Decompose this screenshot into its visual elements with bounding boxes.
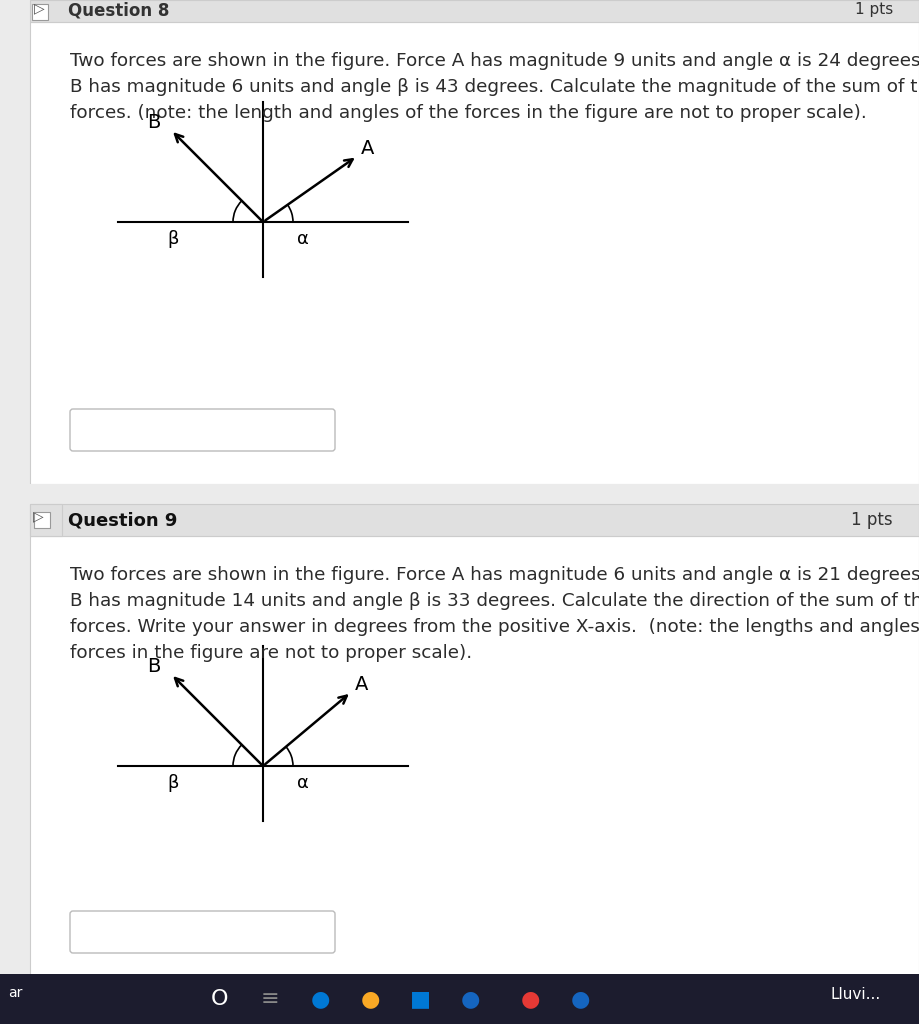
Text: B: B <box>147 656 161 676</box>
Text: 1 pts: 1 pts <box>851 511 893 529</box>
FancyBboxPatch shape <box>70 911 335 953</box>
Text: α: α <box>297 774 309 792</box>
Text: Question 8: Question 8 <box>68 2 169 20</box>
Text: Question 9: Question 9 <box>68 511 177 529</box>
Text: ●: ● <box>520 989 539 1009</box>
Text: ▷: ▷ <box>34 1 45 15</box>
Bar <box>34 512 50 528</box>
Text: ar: ar <box>8 986 22 1000</box>
Text: ≡: ≡ <box>261 989 279 1009</box>
Text: ●: ● <box>360 989 380 1009</box>
Bar <box>0 974 919 1024</box>
Text: β: β <box>167 230 178 248</box>
Text: B has magnitude 6 units and angle β is 43 degrees. Calculate the magnitude of th: B has magnitude 6 units and angle β is 4… <box>70 78 919 96</box>
Bar <box>30 504 919 536</box>
Text: Lluvi...: Lluvi... <box>830 987 880 1002</box>
Bar <box>30 536 919 976</box>
Text: Two forces are shown in the figure. Force A has magnitude 6 units and angle α is: Two forces are shown in the figure. Forc… <box>70 566 919 584</box>
Text: forces. (note: the length and angles of the forces in the figure are not to prop: forces. (note: the length and angles of … <box>70 104 867 122</box>
FancyBboxPatch shape <box>70 409 335 451</box>
Text: ●: ● <box>311 989 330 1009</box>
Text: α: α <box>297 230 309 248</box>
Bar <box>0 0 919 22</box>
Text: ■: ■ <box>410 989 430 1009</box>
Text: A: A <box>355 675 369 693</box>
Text: A: A <box>361 138 375 158</box>
Text: forces in the figure are not to proper scale).: forces in the figure are not to proper s… <box>70 644 472 662</box>
Text: B has magnitude 14 units and angle β is 33 degrees. Calculate the direction of t: B has magnitude 14 units and angle β is … <box>70 592 919 610</box>
Text: B: B <box>147 113 161 131</box>
Text: forces. Write your answer in degrees from the positive X-axis.  (note: the lengt: forces. Write your answer in degrees fro… <box>70 618 919 636</box>
Text: ●: ● <box>571 989 590 1009</box>
Text: ●: ● <box>460 989 480 1009</box>
Text: O: O <box>211 989 229 1009</box>
Text: Two forces are shown in the figure. Force A has magnitude 9 units and angle α is: Two forces are shown in the figure. Forc… <box>70 52 919 70</box>
Bar <box>30 504 62 536</box>
Text: ▷: ▷ <box>33 509 43 523</box>
Bar <box>30 22 919 484</box>
Text: 1 pts: 1 pts <box>855 2 893 17</box>
Bar <box>32 4 48 20</box>
Text: β: β <box>167 774 178 792</box>
Bar <box>0 484 919 504</box>
Bar <box>30 0 919 22</box>
